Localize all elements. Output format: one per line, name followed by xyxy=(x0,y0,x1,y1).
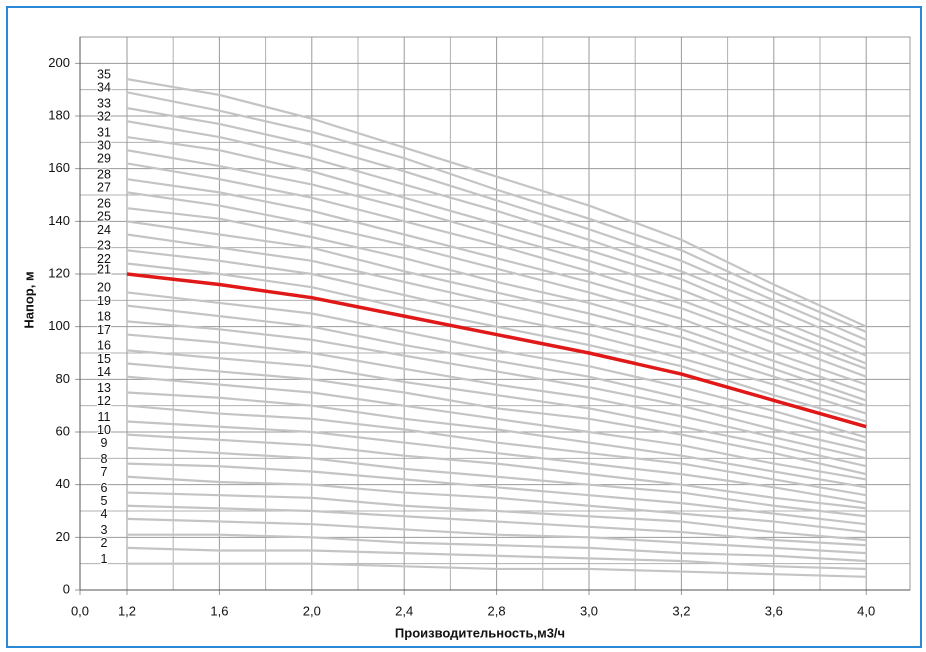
y-tick-label: 120 xyxy=(48,265,70,280)
curve xyxy=(126,475,867,534)
curve xyxy=(127,533,867,563)
curve-label: 3 xyxy=(101,523,108,537)
curve xyxy=(126,272,867,429)
curve-label: 26 xyxy=(97,196,111,210)
y-tick-label: 160 xyxy=(48,160,70,175)
curve xyxy=(126,162,867,370)
curve xyxy=(126,546,867,571)
curve xyxy=(126,207,867,394)
curve-label: 29 xyxy=(97,152,111,166)
x-tick-label: 1,6 xyxy=(210,603,228,618)
curve-label: 24 xyxy=(97,223,111,237)
curve xyxy=(126,433,867,510)
curve-label: 30 xyxy=(97,139,111,153)
curve xyxy=(126,304,867,444)
curve-label: 25 xyxy=(97,210,111,224)
curve-label: 28 xyxy=(97,167,111,181)
x-axis-title: Производительность,м3/ч xyxy=(395,625,565,640)
curve xyxy=(126,135,867,357)
curve xyxy=(126,504,867,547)
curve xyxy=(126,517,867,555)
x-tick-label: 2,8 xyxy=(488,603,506,618)
curve xyxy=(126,91,867,333)
curve xyxy=(126,349,867,468)
curve-label: 22 xyxy=(97,252,111,266)
curve xyxy=(126,120,867,349)
curve-label: 12 xyxy=(97,394,111,408)
curve-label: 21 xyxy=(97,262,111,276)
curve-label: 27 xyxy=(97,181,111,195)
x-tick-label: 2,0 xyxy=(303,603,321,618)
screenshot-frame xyxy=(6,6,922,648)
x-tick-label: 1,2 xyxy=(118,603,136,618)
curve-label: 19 xyxy=(97,294,111,308)
curve-label: 14 xyxy=(97,365,111,379)
curve xyxy=(126,462,867,526)
curve-label: 35 xyxy=(97,67,111,81)
curve-label: 23 xyxy=(97,239,111,253)
y-axis-title: Напор, м xyxy=(21,271,36,328)
curve xyxy=(126,233,867,407)
curve xyxy=(126,420,867,505)
curve-label: 33 xyxy=(97,96,111,110)
curve-label: 18 xyxy=(97,310,111,324)
curve xyxy=(126,391,867,489)
curve-label: 2 xyxy=(101,536,108,550)
curve xyxy=(126,107,867,341)
curve-label: 10 xyxy=(97,423,111,437)
curve xyxy=(126,262,867,423)
curve-label: 31 xyxy=(97,125,111,139)
curve-label: 17 xyxy=(97,323,111,337)
curve-label: 20 xyxy=(97,281,111,295)
curve xyxy=(126,320,867,452)
curve-label: 8 xyxy=(101,452,108,466)
curve-label: 4 xyxy=(101,507,108,521)
curve-label: 32 xyxy=(97,110,111,124)
curve xyxy=(126,291,867,439)
curve xyxy=(126,249,867,415)
curve-label: 6 xyxy=(101,481,108,495)
curve-label: 34 xyxy=(97,81,111,95)
curve xyxy=(126,178,867,378)
y-tick-label: 180 xyxy=(48,107,70,122)
x-tick-label: 3,2 xyxy=(672,603,690,618)
curve xyxy=(126,220,867,402)
x-tick-label: 0,0 xyxy=(71,603,89,618)
curve-label: 15 xyxy=(97,352,111,366)
curve-label: 5 xyxy=(101,494,108,508)
y-tick-label: 200 xyxy=(48,55,70,70)
x-tick-label: 3,0 xyxy=(580,603,598,618)
y-tick-label: 100 xyxy=(48,318,70,333)
curve xyxy=(126,149,867,365)
curve xyxy=(126,404,867,497)
curve-label: 9 xyxy=(101,436,108,450)
curve-label: 13 xyxy=(97,381,111,395)
x-tick-label: 2,4 xyxy=(395,603,413,618)
curve xyxy=(126,446,867,518)
curve-label: 16 xyxy=(97,339,111,353)
curve-label: 11 xyxy=(98,410,111,424)
y-tick-label: 140 xyxy=(48,213,70,228)
curve xyxy=(126,78,867,328)
curve xyxy=(126,362,867,476)
x-tick-label: 3,6 xyxy=(765,603,783,618)
x-tick-label: 4,0 xyxy=(857,603,875,618)
y-tick-label: 60 xyxy=(56,423,70,438)
y-tick-label: 0 xyxy=(63,581,70,596)
curve xyxy=(127,562,867,578)
curve xyxy=(126,333,867,460)
curve-label: 1 xyxy=(101,552,108,566)
curve xyxy=(126,191,867,386)
y-tick-label: 20 xyxy=(56,529,70,544)
y-tick-label: 80 xyxy=(56,371,70,386)
curve xyxy=(126,491,867,542)
curve-label: 7 xyxy=(101,465,108,479)
curve xyxy=(126,375,867,481)
y-tick-label: 40 xyxy=(56,476,70,491)
